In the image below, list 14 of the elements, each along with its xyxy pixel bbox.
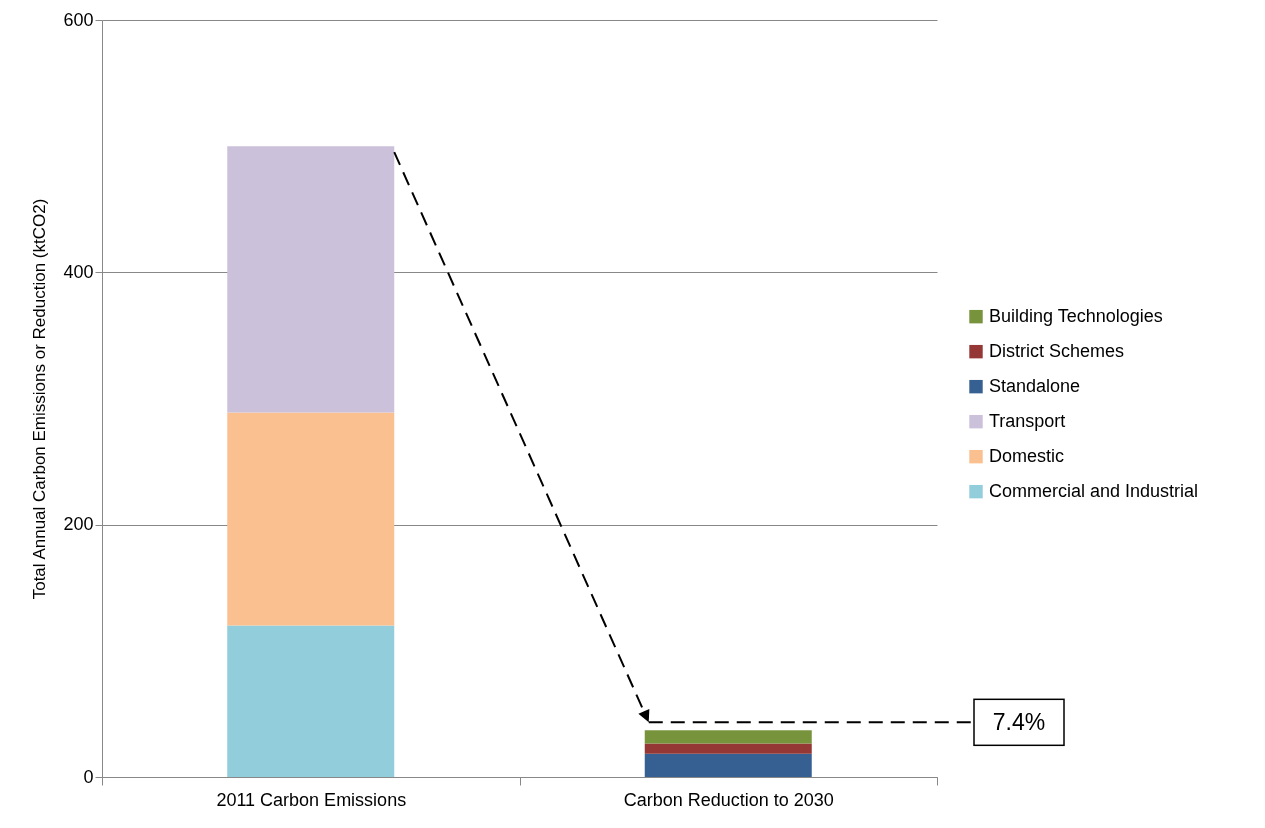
legend-label: Building Technologies [989,305,1163,326]
legend-label: District Schemes [989,340,1125,361]
legend-label: Transport [989,410,1066,431]
y-tick-label: 600 [63,9,94,30]
legend-label: Commercial and Industrial [989,480,1199,501]
x-tick-label: 2011 Carbon Emissions [216,789,407,810]
y-tick-label: 200 [63,514,94,535]
y-axis-title: Total Annual Carbon Emissions or Reduction (ktCO2) [30,198,50,600]
legend-label: Domestic [989,445,1065,466]
y-tick-label: 400 [63,261,94,282]
y-tick-label: 0 [83,766,94,787]
x-tick-label: Carbon Reduction to 2030 [623,789,834,810]
legend-label: Standalone [989,375,1081,396]
text: 7.4% [992,709,1046,736]
